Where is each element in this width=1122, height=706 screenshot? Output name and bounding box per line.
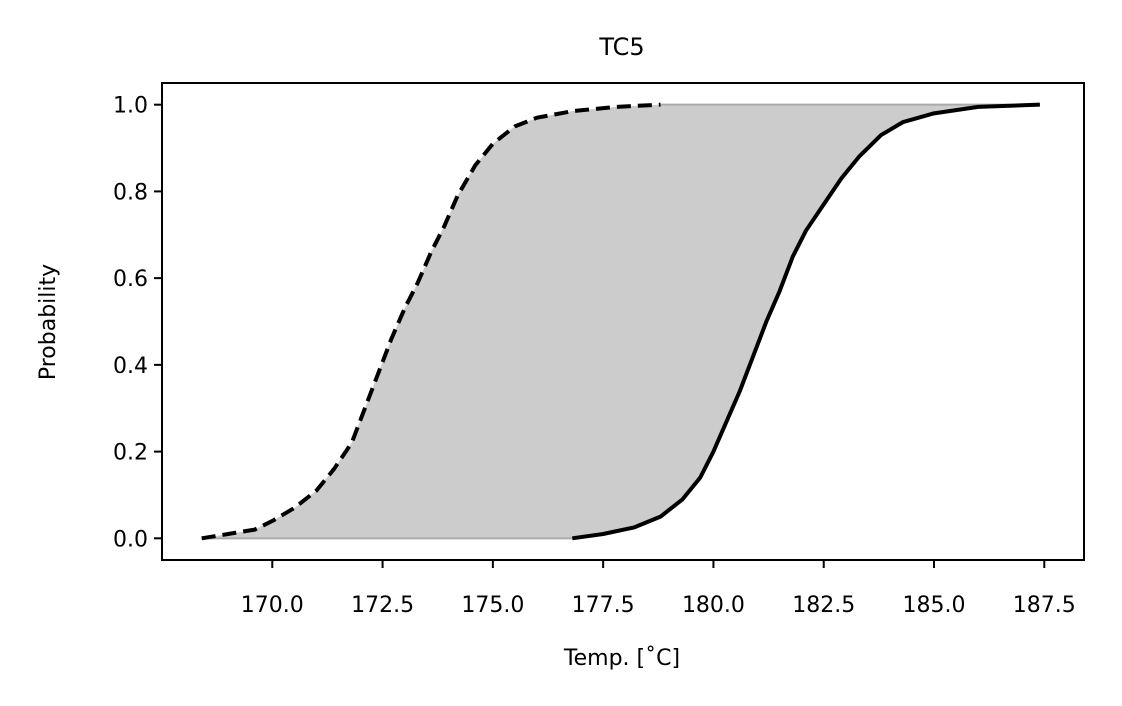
y-tick-label: 1.0 [113,94,148,119]
x-tick-label: 177.5 [572,593,635,618]
upper-bound-cdf-line [571,102,1040,541]
x-tick-label: 172.5 [351,593,414,618]
probability-band [201,104,1040,539]
y-tick-label: 0.0 [113,527,148,552]
y-tick-label: 0.8 [113,180,148,205]
series-layer [201,102,1040,541]
y-axis-label: Probability [36,264,61,380]
x-tick-label: 170.0 [241,593,304,618]
axes-frame [161,82,1085,561]
plot-area [201,102,1040,541]
y-axis-ticks: 0.0 0.2 0.4 0.6 0.8 1.0 [113,94,162,552]
lower-bound-cdf-line [201,102,661,541]
x-axis-label: Temp. [˚C] [563,646,680,671]
x-tick-label: 185.0 [903,593,966,618]
x-tick-label: 187.5 [1013,593,1076,618]
chart-title: TC5 [598,33,644,61]
x-axis-ticks: 170.0 172.5 175.0 177.5 180.0 182.5 185.0 187.5 [241,560,1076,618]
y-tick-label: 0.4 [113,354,148,379]
x-tick-label: 180.0 [682,593,745,618]
x-tick-label: 182.5 [792,593,855,618]
x-tick-label: 175.0 [461,593,524,618]
y-tick-label: 0.6 [113,267,148,292]
y-tick-label: 0.2 [113,441,148,466]
